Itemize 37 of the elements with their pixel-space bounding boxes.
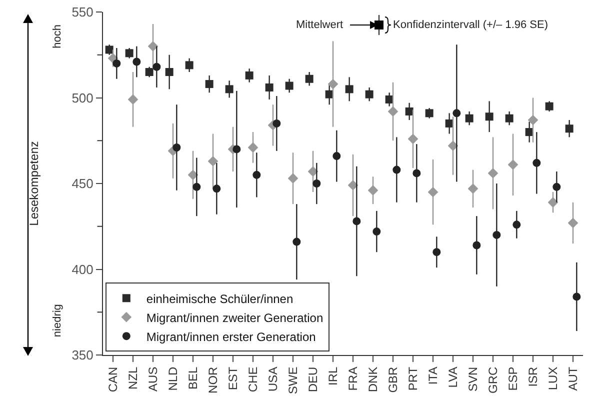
annotation: Mittelwert [296,19,344,31]
x-tick-label: DNK [366,366,380,392]
x-tick-label: USA [266,366,280,392]
y-tick-label: 550 [72,4,94,20]
x-tick-label: LUX [546,366,560,390]
x-tick-label: SWE [286,366,300,394]
x-tick-label: GRC [486,366,500,394]
x-tick-label: CHE [246,366,260,392]
x-tick-label: LVA [446,366,460,388]
text: hoch [51,24,64,48]
y-tick-label: 500 [72,90,94,106]
legend-label: Migrant/innen erster Generation [146,330,316,344]
x-tick-label: ISR [526,366,540,387]
x-tick-label: GBR [386,366,400,393]
x-tick-label: CAN [106,366,120,392]
x-tick-label: SVN [466,366,480,392]
x-tick-label: DEU [306,366,320,392]
annotation: Konfidenzintervall (+/– 1.96 SE) [393,19,548,31]
x-tick-label: ITA [426,366,440,385]
x-tick-label: AUS [146,366,160,392]
legend-label: Migrant/innen zweiter Generation [146,310,324,325]
x-tick-label: NZL [126,366,140,390]
x-tick-label: ESP [506,366,520,391]
y-tick-label: 450 [72,176,94,192]
x-tick-label: NOR [206,366,220,394]
text: niedrig [52,304,64,338]
x-tick-label: AUT [566,366,580,391]
x-tick-label: EST [226,366,240,390]
x-tick-label: NLD [166,366,180,391]
y-axis-title: Lesekompetenz [26,141,41,226]
x-tick-label: PRT [406,366,420,391]
x-tick-label: IRL [326,366,340,386]
legend-label: einheimische Schüler/innen [146,292,294,306]
x-tick-label: FRA [346,366,360,391]
y-tick-label: 400 [72,262,94,277]
y-tick-label: 350 [72,348,94,363]
x-tick-label: BEL [186,366,200,390]
